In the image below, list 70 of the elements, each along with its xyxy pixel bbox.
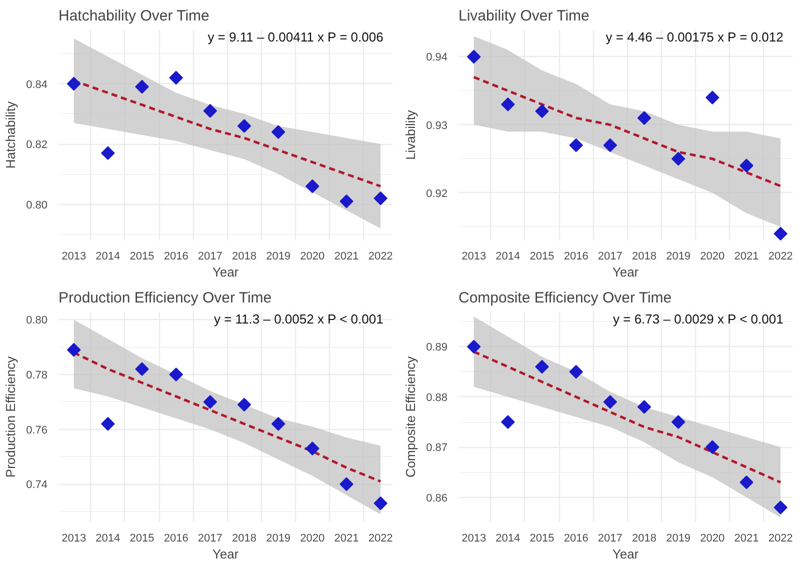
x-axis-title: Year — [212, 546, 240, 562]
x-tick-label: 2015 — [130, 250, 154, 262]
x-tick-label: 2016 — [164, 532, 188, 544]
y-tick-label: 0.84 — [26, 78, 48, 91]
y-tick-label: 0.86 — [426, 492, 448, 504]
y-tick-label: 0.78 — [26, 370, 48, 382]
x-tick-label: 2014 — [496, 250, 520, 262]
annotation: y = 11.3 – 0.0052 x P < 0.001 — [214, 312, 384, 326]
x-tick-label: 2013 — [62, 532, 86, 544]
annotation: y = 9.11 – 0.00411 x P = 0.006 — [208, 30, 384, 44]
x-tick-label: 2020 — [700, 532, 725, 544]
x-tick-label: 2021 — [734, 532, 759, 544]
x-tick-label: 2015 — [530, 532, 554, 544]
x-tick-label: 2021 — [334, 532, 359, 544]
x-tick-label: 2017 — [598, 532, 622, 544]
y-tick-label: 0.94 — [426, 52, 448, 64]
x-tick-label: 2013 — [62, 250, 86, 262]
y-axis-title: Production Efficiency — [3, 356, 18, 478]
x-tick-label: 2018 — [232, 250, 256, 262]
x-tick-label: 2022 — [368, 250, 393, 262]
y-tick-label: 0.74 — [26, 479, 48, 492]
x-tick-label: 2014 — [96, 532, 120, 544]
annotation: y = 4.46 – 0.00175 x P = 0.012 — [606, 30, 784, 44]
x-tick-label: 2022 — [768, 250, 793, 262]
x-tick-label: 2015 — [530, 250, 554, 262]
x-tick-label: 2019 — [666, 250, 691, 262]
x-tick-label: 2016 — [164, 250, 188, 262]
y-tick-label: 0.87 — [426, 442, 448, 454]
y-tick-label: 0.92 — [426, 188, 448, 200]
x-tick-label: 2019 — [266, 250, 291, 262]
y-tick-label: 0.89 — [426, 342, 448, 354]
chart-title: Production Efficiency Over Time — [58, 290, 272, 306]
x-tick-label: 2019 — [666, 532, 691, 544]
x-axis-title: Year — [612, 546, 640, 562]
x-tick-label: 2016 — [564, 250, 588, 262]
chart-title: Composite Efficiency Over Time — [458, 290, 672, 306]
x-tick-label: 2014 — [496, 532, 520, 544]
y-tick-label: 0.76 — [26, 424, 48, 436]
y-axis-title: Composite Efficiency — [403, 356, 418, 478]
x-tick-label: 2022 — [368, 532, 393, 544]
y-axis-title: Livability — [403, 110, 418, 160]
x-tick-label: 2018 — [632, 250, 656, 262]
x-tick-label: 2014 — [96, 250, 120, 262]
x-tick-label: 2020 — [300, 532, 325, 544]
x-tick-label: 2018 — [632, 532, 656, 544]
y-tick-label: 0.80 — [26, 199, 48, 212]
chart-title: Livability Over Time — [458, 8, 590, 24]
x-tick-label: 2017 — [198, 532, 222, 544]
x-tick-label: 2015 — [130, 532, 154, 544]
x-tick-label: 2022 — [768, 532, 793, 544]
y-tick-label: 0.82 — [26, 139, 48, 152]
x-tick-label: 2017 — [598, 250, 622, 262]
x-axis-title: Year — [612, 264, 640, 280]
y-tick-label: 0.93 — [426, 120, 448, 132]
x-axis-title: Year — [212, 264, 240, 280]
x-tick-label: 2020 — [300, 250, 325, 262]
x-tick-label: 2013 — [462, 532, 486, 544]
chart-title: Hatchability Over Time — [58, 8, 210, 24]
x-tick-label: 2020 — [700, 250, 725, 262]
x-tick-label: 2019 — [266, 532, 291, 544]
x-tick-label: 2018 — [232, 532, 256, 544]
x-tick-label: 2021 — [334, 250, 359, 262]
annotation: y = 6.73 – 0.0029 x P < 0.001 — [613, 312, 784, 326]
y-tick-label: 0.80 — [26, 314, 48, 327]
y-axis-title: Hatchability — [3, 100, 18, 169]
y-tick-label: 0.88 — [426, 392, 448, 404]
x-tick-label: 2013 — [462, 250, 486, 262]
x-tick-label: 2016 — [564, 532, 588, 544]
x-tick-label: 2017 — [198, 250, 222, 262]
x-tick-label: 2021 — [734, 250, 759, 262]
